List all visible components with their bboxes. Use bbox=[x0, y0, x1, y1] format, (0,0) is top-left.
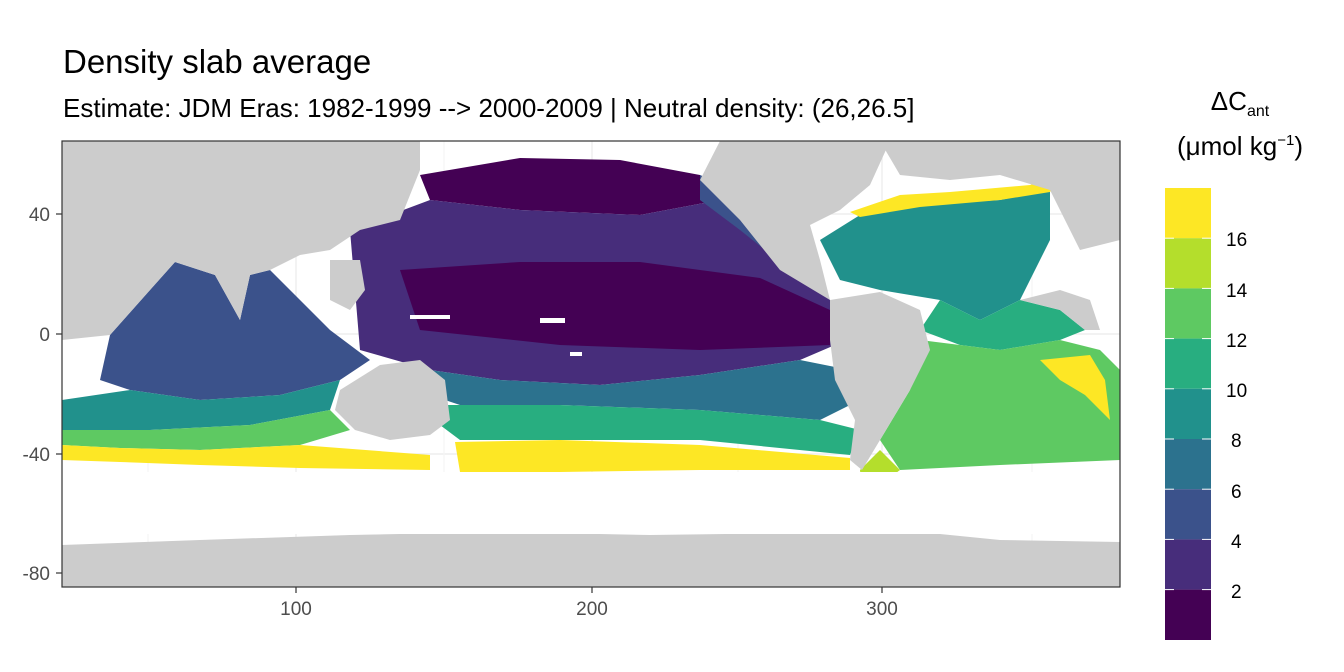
land-africa-arabia bbox=[62, 141, 420, 340]
land-greenland-europe bbox=[880, 141, 1120, 250]
colorbar-label: 12 bbox=[1226, 331, 1247, 352]
map-region bbox=[440, 405, 860, 455]
map-region bbox=[820, 190, 1050, 320]
colorbar-swatch bbox=[1165, 388, 1211, 439]
map-region bbox=[100, 262, 370, 400]
colorbar-swatch bbox=[1165, 439, 1211, 490]
legend-title: ΔCant (μmol kg−1) bbox=[1160, 86, 1320, 161]
plot-subtitle: Estimate: JDM Eras: 1982-1999 --> 2000-2… bbox=[63, 93, 915, 123]
colorbar bbox=[1165, 188, 1211, 640]
y-tick-label: 40 bbox=[29, 205, 50, 226]
x-tick-label: 100 bbox=[280, 599, 312, 620]
panel-border bbox=[61, 140, 1121, 588]
colorbar-swatch bbox=[1165, 489, 1211, 540]
legend-unit-close: ) bbox=[1294, 131, 1303, 161]
colorbar-label: 14 bbox=[1226, 281, 1248, 302]
legend-unit-exponent: −1 bbox=[1277, 132, 1295, 149]
x-tick-label: 200 bbox=[576, 599, 608, 620]
map-region bbox=[400, 262, 830, 350]
plot-title: Density slab average bbox=[63, 43, 372, 80]
land-africa-west bbox=[1020, 290, 1100, 330]
map-region bbox=[455, 440, 850, 472]
colorbar-label: 4 bbox=[1231, 532, 1242, 553]
y-tick-label: -80 bbox=[23, 564, 50, 585]
data-gaps bbox=[62, 315, 1120, 534]
x-tick-label: 300 bbox=[866, 599, 898, 620]
map-region bbox=[62, 380, 340, 430]
y-tick-label: 0 bbox=[39, 325, 50, 346]
land-australia bbox=[335, 360, 450, 440]
land-antarctica bbox=[62, 530, 1120, 587]
land-masses bbox=[62, 141, 1120, 587]
map-region bbox=[920, 300, 1085, 350]
colorbar-swatch bbox=[1165, 188, 1211, 239]
colorbar-label: 6 bbox=[1231, 482, 1242, 503]
map-content bbox=[62, 141, 1120, 587]
colorbar-label: 2 bbox=[1231, 582, 1242, 603]
colorbar-swatch bbox=[1165, 238, 1211, 289]
colorbar-label: 16 bbox=[1226, 230, 1247, 251]
land-asia-east bbox=[330, 260, 365, 310]
legend-subscript: ant bbox=[1246, 103, 1270, 120]
map-region bbox=[62, 445, 430, 470]
map-region bbox=[420, 158, 720, 215]
map-region bbox=[850, 175, 1060, 217]
legend-title-line2: (μmol kg−1) bbox=[1177, 131, 1303, 161]
y-tick-label: -40 bbox=[23, 445, 50, 466]
map-region bbox=[62, 410, 350, 450]
colorbar-swatch bbox=[1165, 589, 1211, 640]
land-north-america bbox=[700, 141, 890, 300]
axis-ticks bbox=[56, 213, 883, 593]
colorbar-swatch bbox=[1165, 288, 1211, 339]
legend-title-line1: ΔCant bbox=[1160, 86, 1320, 126]
colorbar-swatch bbox=[1165, 539, 1211, 590]
colorbar-ticks bbox=[1165, 237, 1211, 591]
colorbar-swatch bbox=[1165, 338, 1211, 389]
land-south-america bbox=[830, 292, 930, 470]
map-region bbox=[1040, 355, 1110, 420]
legend-symbol: ΔC bbox=[1210, 86, 1247, 116]
colorbar-label: 8 bbox=[1231, 431, 1242, 452]
legend-unit: (μmol kg bbox=[1177, 131, 1278, 161]
colorbar-label: 10 bbox=[1226, 381, 1247, 402]
